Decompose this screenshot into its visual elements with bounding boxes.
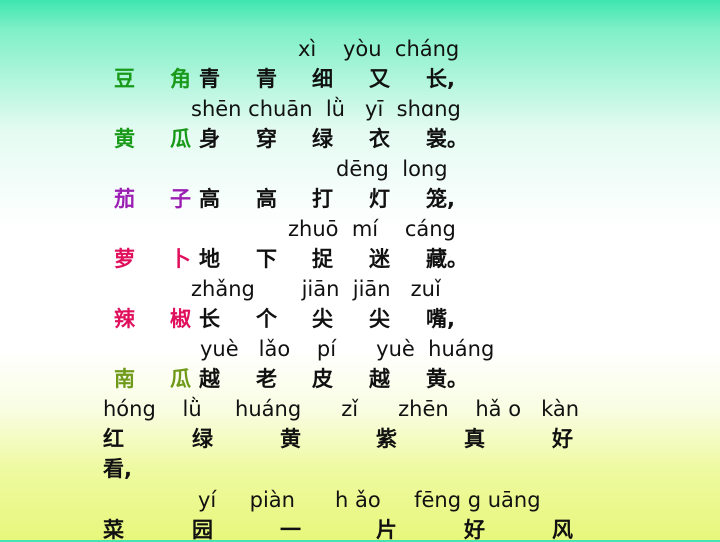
vegetable-name-char: 瓜	[170, 127, 191, 151]
verse-char: 黄。	[426, 367, 468, 391]
verse-char: 越	[369, 367, 390, 391]
vegetable-name-char: 角	[170, 67, 191, 91]
verse-char: 越	[199, 367, 220, 391]
verse-char: 藏。	[426, 247, 468, 271]
pinyin-line-4: zhuō mí cáng	[288, 217, 456, 241]
verse-char: 迷	[369, 247, 390, 271]
verse-char: 绿	[312, 127, 333, 151]
verse-char: 裳。	[426, 127, 468, 151]
pinyin-line-3: dēng long	[336, 157, 448, 181]
closing-char: 红	[103, 427, 124, 451]
verse-char: 尖	[369, 307, 390, 331]
verse-char: 高	[199, 187, 220, 211]
vegetable-name-char: 黄	[114, 127, 135, 151]
closing-char: 风	[552, 518, 573, 542]
vegetable-name-char: 茄	[114, 187, 135, 211]
verse-char: 衣	[369, 127, 390, 151]
closing-char: 一	[280, 518, 301, 542]
verse-char: 个	[256, 307, 277, 331]
closing-char: 紫	[376, 427, 397, 451]
closing-char-wrap: 看,	[103, 457, 132, 481]
verse-char: 皮	[312, 367, 333, 391]
verse-char: 下	[256, 247, 277, 271]
closing-char: 菜	[103, 518, 124, 542]
verse-char: 灯	[369, 187, 390, 211]
verse-char: 长	[199, 307, 220, 331]
pinyin-line-1: xì yòu cháng	[298, 37, 460, 61]
closing-char: 园	[192, 518, 213, 542]
closing-char: 好	[464, 518, 485, 542]
verse-char: 尖	[312, 307, 333, 331]
verse-char: 青	[256, 67, 277, 91]
closing-char: 片	[376, 518, 397, 542]
verse-char: 打	[312, 187, 333, 211]
pinyin-line-2: shēn chuān lǜ yī shɑng	[191, 97, 461, 121]
verse-char: 老	[256, 367, 277, 391]
verse-char: 捉	[312, 247, 333, 271]
vegetable-name-char: 卜	[170, 247, 191, 271]
closing-pinyin-1: hóng lǜ huáng zǐ zhēn hǎ o kàn	[103, 397, 580, 421]
verse-char: 青	[199, 67, 220, 91]
verse-char: 地	[199, 247, 220, 271]
verse-char: 长,	[426, 67, 455, 91]
verse-char: 穿	[256, 127, 277, 151]
vegetable-name-char: 瓜	[170, 367, 191, 391]
vegetable-name-char: 子	[170, 187, 191, 211]
verse-char: 笼,	[426, 187, 455, 211]
closing-char: 真	[464, 427, 485, 451]
vegetable-name-char: 南	[114, 367, 135, 391]
closing-char: 好	[552, 427, 573, 451]
verse-char: 又	[369, 67, 390, 91]
closing-char: 黄	[280, 427, 301, 451]
verse-char: 细	[312, 67, 333, 91]
closing-pinyin-2: yí piàn h ǎo fēng g uāng	[198, 488, 541, 512]
vegetable-name-char: 豆	[114, 67, 135, 91]
verse-char: 高	[256, 187, 277, 211]
vegetable-name-char: 辣	[114, 307, 135, 331]
vegetable-name-char: 椒	[170, 307, 191, 331]
verse-char: 身	[199, 127, 220, 151]
vegetable-name-char: 萝	[114, 247, 135, 271]
closing-char: 绿	[192, 427, 213, 451]
verse-char: 嘴,	[426, 307, 455, 331]
pinyin-line-6: yuè lǎo pí yuè huáng	[200, 337, 495, 361]
pinyin-line-5: zhǎng jiān jiān zuǐ	[191, 277, 441, 301]
